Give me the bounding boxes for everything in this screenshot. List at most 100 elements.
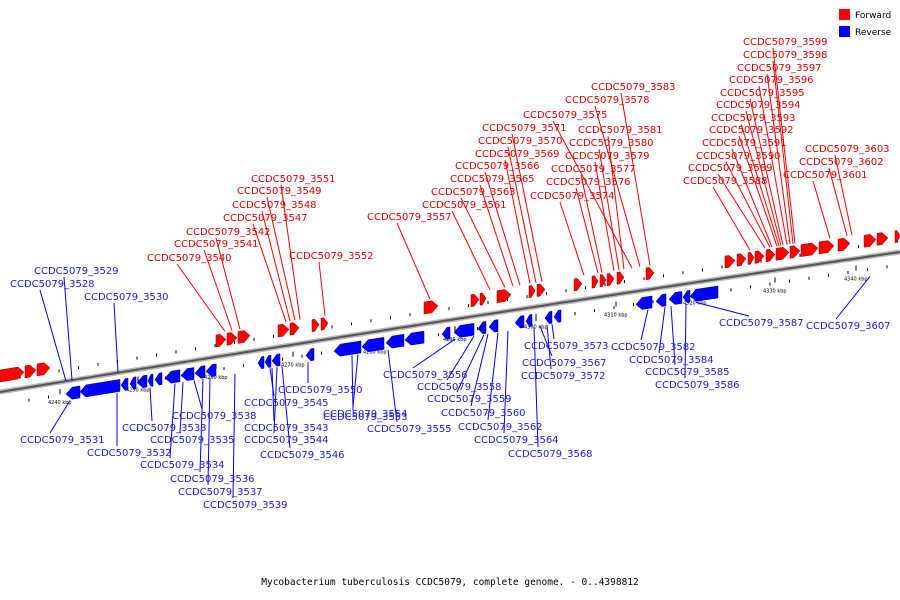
forward-gene-arrow[interactable] [470, 293, 480, 307]
reverse-gene-label[interactable]: CCDC5079_3587 [719, 318, 804, 329]
forward-gene-arrow[interactable] [0, 366, 25, 383]
forward-gene-label[interactable]: CCDC5079_3598 [743, 50, 828, 61]
forward-gene-label[interactable]: CCDC5079_3591 [702, 138, 787, 149]
reverse-gene-arrow[interactable] [385, 333, 405, 349]
reverse-gene-label[interactable]: CCDC5079_3586 [655, 380, 740, 391]
reverse-gene-label[interactable]: CCDC5079_3530 [84, 292, 169, 303]
reverse-gene-arrow[interactable] [441, 326, 451, 340]
forward-gene-label[interactable]: CCDC5079_3596 [729, 75, 814, 86]
forward-gene-arrow[interactable] [837, 237, 851, 252]
reverse-gene-label[interactable]: CCDC5079_3573 [524, 341, 609, 352]
forward-gene-arrow[interactable] [616, 271, 625, 285]
reverse-gene-label[interactable]: CCDC5079_3538 [172, 411, 257, 422]
reverse-gene-label[interactable]: CCDC5079_3556 [383, 370, 468, 381]
reverse-gene-arrow[interactable] [361, 337, 385, 353]
forward-gene-arrow[interactable] [36, 362, 51, 377]
forward-gene-label[interactable]: CCDC5079_3583 [591, 82, 676, 93]
forward-gene-label[interactable]: CCDC5079_3566 [455, 161, 540, 172]
forward-gene-label[interactable]: CCDC5079_3547 [223, 213, 308, 224]
forward-gene-label[interactable]: CCDC5079_3548 [232, 200, 317, 211]
forward-gene-arrow[interactable] [800, 242, 819, 257]
reverse-gene-label[interactable]: CCDC5079_3544 [244, 435, 329, 446]
reverse-gene-label[interactable]: CCDC5079_3567 [522, 358, 607, 369]
forward-gene-label[interactable]: CCDC5079_3557 [367, 212, 452, 223]
forward-gene-arrow[interactable] [573, 278, 583, 292]
forward-gene-label[interactable]: CCDC5079_3576 [546, 177, 631, 188]
reverse-gene-arrow[interactable] [120, 377, 129, 391]
forward-gene-arrow[interactable] [237, 330, 251, 344]
reverse-gene-arrow[interactable] [264, 354, 272, 368]
reverse-gene-label[interactable]: CCDC5079_3528 [10, 279, 95, 290]
forward-gene-arrow[interactable] [606, 273, 615, 287]
reverse-gene-arrow[interactable] [79, 379, 121, 398]
reverse-gene-arrow[interactable] [553, 309, 562, 323]
reverse-gene-arrow[interactable] [635, 295, 653, 310]
forward-gene-arrow[interactable] [479, 292, 487, 306]
forward-gene-label[interactable]: CCDC5079_3589 [688, 163, 773, 174]
reverse-gene-label[interactable]: CCDC5079_3584 [629, 355, 714, 366]
reverse-gene-label[interactable]: CCDC5079_3553 [323, 412, 408, 423]
forward-gene-arrow[interactable] [775, 247, 790, 261]
forward-gene-label[interactable]: CCDC5079_3569 [475, 149, 560, 160]
reverse-gene-label[interactable]: CCDC5079_3558 [417, 382, 502, 393]
reverse-gene-arrow[interactable] [271, 353, 281, 367]
forward-gene-label[interactable]: CCDC5079_3602 [799, 157, 884, 168]
forward-gene-arrow[interactable] [747, 251, 755, 265]
reverse-gene-arrow[interactable] [655, 293, 667, 307]
reverse-gene-label[interactable]: CCDC5079_3543 [244, 423, 329, 434]
reverse-gene-label[interactable]: CCDC5079_3564 [474, 435, 559, 446]
forward-gene-label[interactable]: CCDC5079_3578 [565, 95, 650, 106]
forward-gene-arrow[interactable] [277, 324, 290, 338]
forward-gene-arrow[interactable] [24, 364, 37, 379]
forward-gene-arrow[interactable] [789, 245, 801, 259]
reverse-gene-label[interactable]: CCDC5079_3546 [260, 450, 345, 461]
forward-gene-arrow[interactable] [724, 255, 736, 269]
reverse-gene-label[interactable]: CCDC5079_3533 [122, 423, 207, 434]
reverse-gene-label[interactable]: CCDC5079_3535 [150, 435, 235, 446]
forward-gene-label[interactable]: CCDC5079_3588 [683, 176, 768, 187]
forward-gene-arrow[interactable] [591, 275, 599, 289]
forward-gene-label[interactable]: CCDC5079_3540 [147, 253, 232, 264]
forward-gene-label[interactable]: CCDC5079_3599 [743, 37, 828, 48]
reverse-gene-arrow[interactable] [488, 319, 499, 333]
forward-gene-arrow[interactable] [528, 285, 536, 299]
reverse-gene-arrow[interactable] [180, 367, 195, 381]
reverse-gene-label[interactable]: CCDC5079_3534 [140, 460, 225, 471]
forward-gene-arrow[interactable] [736, 253, 747, 267]
reverse-gene-arrow[interactable] [477, 321, 487, 335]
reverse-gene-arrow[interactable] [129, 376, 137, 390]
reverse-gene-arrow[interactable] [205, 363, 217, 377]
forward-gene-label[interactable]: CCDC5079_3580 [569, 138, 654, 149]
reverse-gene-label[interactable]: CCDC5079_3532 [87, 448, 172, 459]
forward-gene-arrow[interactable] [818, 240, 835, 255]
forward-gene-label[interactable]: CCDC5079_3590 [696, 151, 781, 162]
reverse-gene-label[interactable]: CCDC5079_3536 [170, 474, 255, 485]
forward-gene-label[interactable]: CCDC5079_3575 [523, 110, 608, 121]
reverse-gene-arrow[interactable] [525, 314, 533, 327]
reverse-gene-label[interactable]: CCDC5079_3559 [427, 394, 512, 405]
reverse-gene-label[interactable]: CCDC5079_3550 [278, 385, 363, 396]
reverse-gene-label[interactable]: CCDC5079_3572 [521, 371, 606, 382]
reverse-gene-label[interactable]: CCDC5079_3537 [178, 487, 263, 498]
forward-gene-label[interactable]: CCDC5079_3577 [551, 164, 636, 175]
forward-gene-label[interactable]: CCDC5079_3579 [565, 151, 650, 162]
reverse-gene-label[interactable]: CCDC5079_3568 [508, 449, 593, 460]
forward-gene-arrow[interactable] [894, 230, 900, 243]
reverse-gene-label[interactable]: CCDC5079_3607 [806, 321, 891, 332]
reverse-gene-arrow[interactable] [404, 330, 425, 346]
forward-gene-arrow[interactable] [226, 332, 238, 346]
reverse-gene-arrow[interactable] [668, 291, 683, 305]
reverse-gene-arrow[interactable] [514, 315, 525, 329]
reverse-gene-arrow[interactable] [305, 348, 315, 362]
reverse-gene-label[interactable]: CCDC5079_3545 [244, 398, 329, 409]
reverse-gene-arrow[interactable] [257, 356, 265, 369]
reverse-gene-arrow[interactable] [544, 310, 553, 324]
forward-gene-arrow[interactable] [645, 267, 655, 281]
reverse-gene-arrow[interactable] [164, 369, 181, 384]
forward-gene-label[interactable]: CCDC5079_3561 [422, 200, 507, 211]
forward-gene-label[interactable]: CCDC5079_3551 [251, 174, 336, 185]
forward-gene-arrow[interactable] [536, 283, 546, 297]
reverse-gene-label[interactable]: CCDC5079_3539 [203, 500, 288, 511]
forward-gene-label[interactable]: CCDC5079_3594 [716, 100, 801, 111]
forward-gene-arrow[interactable] [863, 234, 877, 248]
